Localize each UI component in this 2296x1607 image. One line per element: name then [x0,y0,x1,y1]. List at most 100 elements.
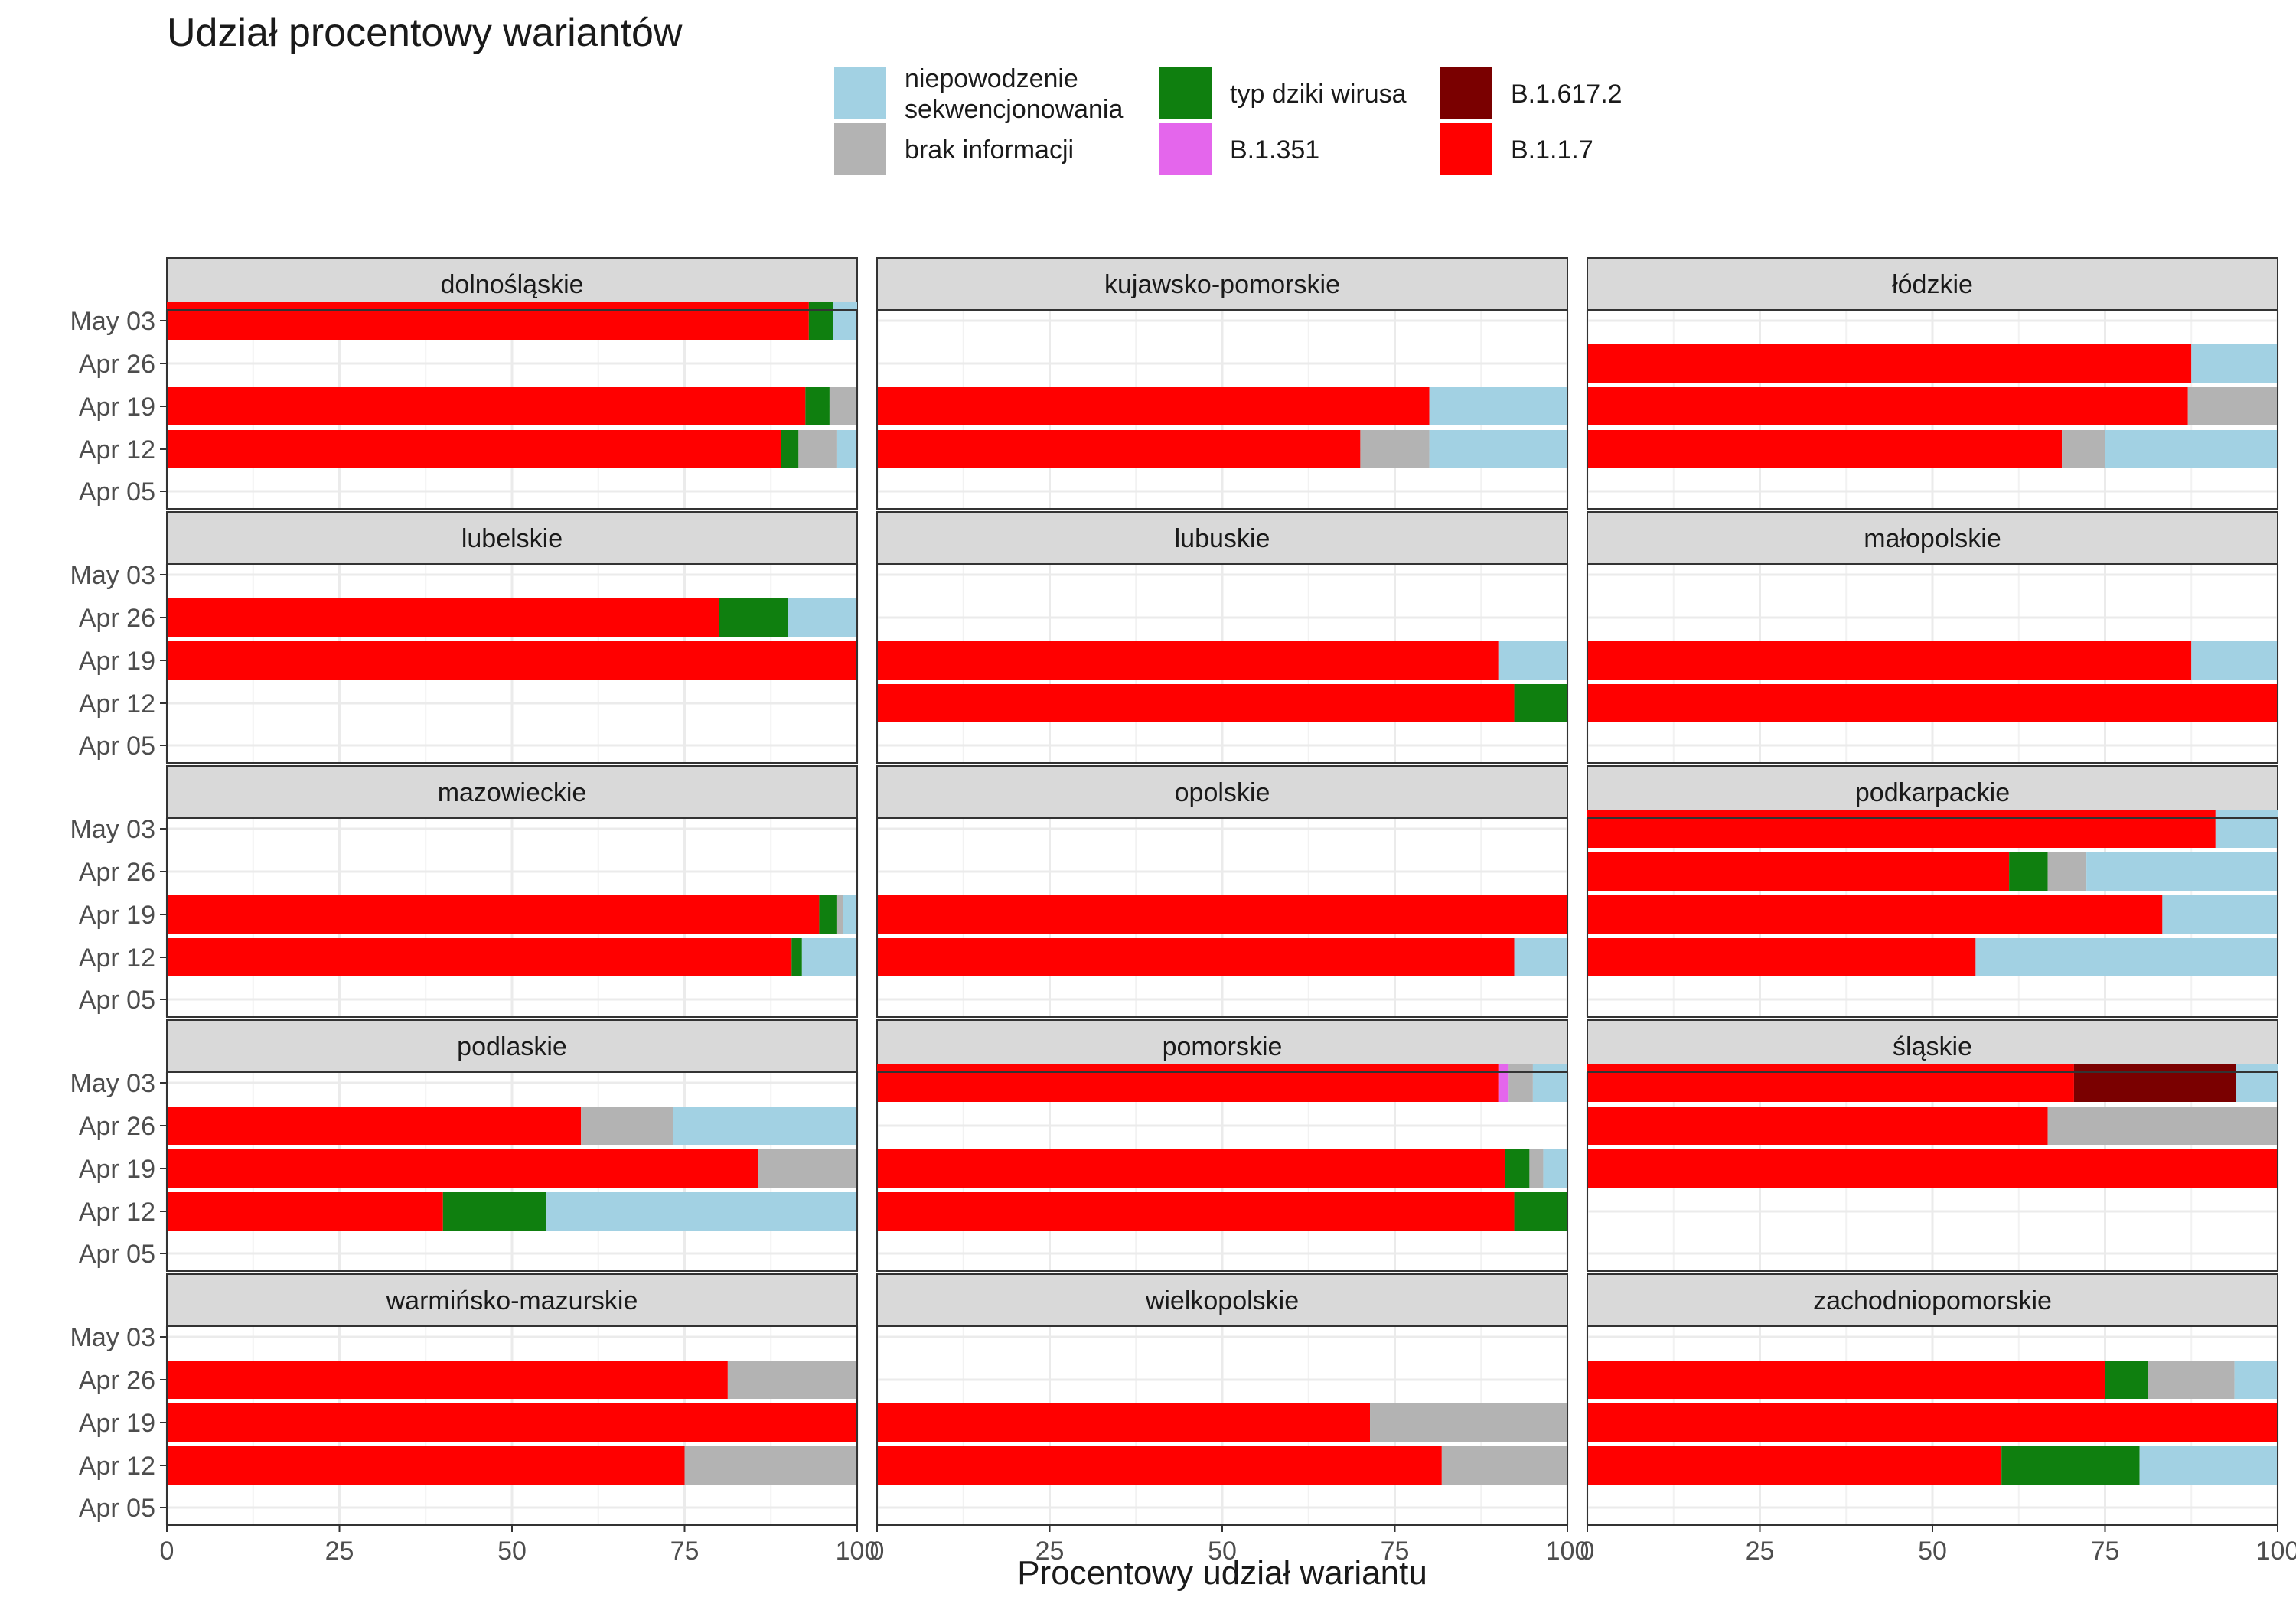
bar-segment-zachodniopomorskie-apr-19-b-1-1-7 [1587,1403,2278,1442]
bar-segment-pomorskie-may-03-b-1-1-7 [877,1064,1499,1102]
bar-segment-podkarpackie-apr-26-brak-informacji [2047,852,2087,891]
y-tick-label: Apr 05 [79,478,155,507]
bar-segment-kujawsko-pomorskie-apr-19-b-1-1-7 [877,387,1430,425]
legend-label-niepowodzenie-sekwencjonowania-line2: sekwencjonowania [905,95,1123,124]
bar-segment-kujawsko-pomorskie-apr-12-brak-informacji [1360,430,1430,468]
bar-segment-slaskie-apr-26-brak-informacji [2047,1107,2278,1145]
strip-kujawsko-pomorskie [876,257,1568,311]
bar-segment-lodzkie-apr-26-b-1-1-7 [1587,344,2192,383]
strip-dolnoslaskie [166,257,858,311]
bar-segment-slaskie-may-03-b-1-617-2 [2073,1064,2236,1102]
bar-segment-pomorskie-apr-19-niepowodzenie-sekwencjonowania [1543,1149,1567,1188]
y-tick-label: Apr 19 [79,1155,155,1184]
panel-border-pomorskie [876,1071,1568,1272]
y-tick-label: Apr 19 [79,901,155,930]
y-tick-label: Apr 05 [79,1240,155,1269]
panel-opolskie: opolskie [876,765,1569,1018]
bar-segment-slaskie-may-03-niepowodzenie-sekwencjonowania [2236,1064,2278,1102]
bar-segment-lodzkie-apr-12-niepowodzenie-sekwencjonowania [2105,430,2278,468]
x-tick-label: 100 [2256,1537,2296,1566]
panel-slaskie: śląskie [1586,1019,2279,1272]
panel-podlaskie: podlaskie Apr 05 Apr 12 Apr 19 Apr 26 May 03 [70,1019,859,1272]
strip-wielkopolskie [876,1273,1568,1327]
panel-border-malopolskie [1587,563,2278,764]
strip-slaskie [1587,1019,2278,1073]
panel-dolnoslaskie: dolnośląskie Apr 05 Apr 12 Apr 19 Apr 26 May … [70,257,859,510]
x-axis-title: Procentowy udział wariantu [1017,1554,1427,1592]
panel-border-lubuskie [876,563,1568,764]
strip-label-wielkopolskie: wielkopolskie [1145,1286,1299,1315]
bar-segment-podlaskie-apr-19-brak-informacji [758,1149,857,1188]
x-tick-label: 50 [1918,1537,1947,1566]
y-tick-label: Apr 12 [79,435,155,464]
bar-segment-dolnoslaskie-apr-12-b-1-1-7 [167,430,781,468]
y-tick-label: May 03 [70,1323,156,1352]
bar-segment-pomorskie-apr-19-brak-informacji [1529,1149,1544,1188]
bar-segment-dolnoslaskie-apr-19-brak-informacji [829,387,857,425]
strip-zachodniopomorskie [1587,1273,2278,1327]
bar-segment-lodzkie-apr-26-niepowodzenie-sekwencjonowania [2191,344,2278,383]
bar-segment-lubuskie-apr-19-b-1-1-7 [877,641,1499,680]
bar-segment-mazowieckie-apr-12-b-1-1-7 [167,938,792,976]
bar-segment-zachodniopomorskie-apr-12-niepowodzenie-sekwencjonowania [2139,1446,2278,1485]
bar-segment-pomorskie-may-03-b-1-351 [1498,1064,1509,1102]
bar-segment-podlaskie-apr-12-typ-dziki-wirusa [442,1192,547,1231]
bar-segment-warminsko-mazurskie-apr-19-b-1-1-7 [167,1403,857,1442]
bar-segment-wielkopolskie-apr-19-brak-informacji [1370,1403,1567,1442]
bar-segment-podlaskie-apr-12-niepowodzenie-sekwencjonowania [546,1192,857,1231]
bar-segment-pomorskie-apr-12-typ-dziki-wirusa [1514,1192,1567,1231]
legend-key-brak-informacji [834,123,886,175]
bar-segment-dolnoslaskie-apr-12-brak-informacji [798,430,837,468]
y-tick-label: Apr 12 [79,1452,155,1481]
panel-warminsko-mazurskie: warmińsko-mazurskie Apr 05 Apr 12 Apr 19 Apr… [70,1273,879,1566]
strip-podlaskie [166,1019,858,1073]
bar-segment-podkarpackie-apr-19-niepowodzenie-sekwencjonowania [2162,895,2278,934]
bar-segment-slaskie-may-03-b-1-1-7 [1587,1064,2074,1102]
panel-kujawsko-pomorskie: kujawsko-pomorskie [876,257,1569,510]
panel-lubuskie: lubuskie [876,511,1569,764]
bar-segment-podlaskie-apr-26-b-1-1-7 [167,1107,582,1145]
bar-segment-podkarpackie-apr-26-b-1-1-7 [1587,852,2010,891]
bar-segment-wielkopolskie-apr-19-b-1-1-7 [877,1403,1371,1442]
x-tick-label: 75 [1381,1537,1410,1566]
panel-lodzkie: łódzkie [1586,257,2279,510]
x-tick-label: 100 [1546,1537,1590,1566]
panel-border-lubelskie [166,563,858,764]
bar-segment-podlaskie-apr-19-b-1-1-7 [167,1149,759,1188]
strip-label-mazowieckie: mazowieckie [438,778,587,807]
strip-label-opolskie: opolskie [1175,778,1270,807]
bar-segment-podkarpackie-apr-26-typ-dziki-wirusa [2009,852,2048,891]
bar-segment-zachodniopomorskie-apr-26-typ-dziki-wirusa [2105,1361,2148,1399]
strip-label-dolnoslaskie: dolnośląskie [440,270,583,299]
legend-label-brak-informacji: brak informacji [905,135,1074,165]
legend-label-b-1-617-2: B.1.617.2 [1511,80,1623,109]
y-tick-label: Apr 12 [79,944,155,973]
strip-pomorskie [876,1019,1568,1073]
x-tick-label: 0 [1580,1537,1595,1566]
x-tick-label: 100 [836,1537,879,1566]
bar-segment-lubuskie-apr-12-b-1-1-7 [877,684,1515,722]
bar-segment-lubelskie-apr-19-b-1-1-7 [167,641,857,680]
y-tick-label: Apr 26 [79,858,155,887]
bar-segment-dolnoslaskie-may-03-niepowodzenie-sekwencjonowania [833,302,857,340]
bar-segment-mazowieckie-apr-19-b-1-1-7 [167,895,820,934]
bar-segment-podlaskie-apr-26-niepowodzenie-sekwencjonowania [673,1107,857,1145]
bar-segment-pomorskie-may-03-niepowodzenie-sekwencjonowania [1532,1064,1567,1102]
strip-label-slaskie: śląskie [1893,1032,1972,1061]
x-tick-label: 0 [160,1537,174,1566]
bar-segment-dolnoslaskie-may-03-b-1-1-7 [167,302,809,340]
bar-segment-zachodniopomorskie-apr-26-brak-informacji [2148,1361,2235,1399]
y-tick-label: May 03 [70,815,156,844]
bar-segment-pomorskie-may-03-brak-informacji [1508,1064,1533,1102]
panel-zachodniopomorskie: zachodniopomorskie 0 25 50 75 100 [1580,1273,2296,1566]
strip-label-zachodniopomorskie: zachodniopomorskie [1813,1286,2052,1315]
legend-label-b-1-351: B.1.351 [1230,135,1319,165]
bar-segment-warminsko-mazurskie-apr-26-b-1-1-7 [167,1361,728,1399]
y-tick-label: Apr 19 [79,647,155,676]
bar-segment-lubelskie-apr-26-typ-dziki-wirusa [719,598,788,637]
y-tick-label: Apr 05 [79,986,155,1015]
y-tick-label: May 03 [70,1069,156,1098]
bar-segment-lodzkie-apr-12-b-1-1-7 [1587,430,2063,468]
bar-segment-zachodniopomorskie-apr-26-b-1-1-7 [1587,1361,2105,1399]
